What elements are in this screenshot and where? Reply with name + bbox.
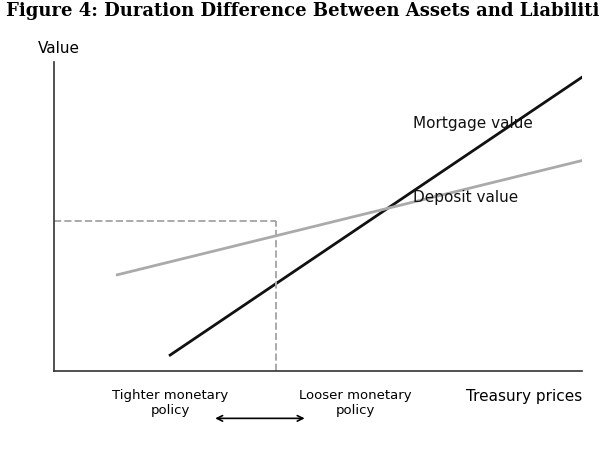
Text: Deposit value: Deposit value (413, 190, 518, 205)
Text: Value: Value (38, 40, 80, 56)
Text: Looser monetary
policy: Looser monetary policy (299, 389, 411, 417)
Text: Mortgage value: Mortgage value (413, 116, 533, 131)
Text: Tighter monetary
policy: Tighter monetary policy (112, 389, 228, 417)
Text: Treasury prices: Treasury prices (466, 389, 582, 404)
Text: Figure 4: Duration Difference Between Assets and Liabilities: Figure 4: Duration Difference Between As… (6, 2, 600, 20)
